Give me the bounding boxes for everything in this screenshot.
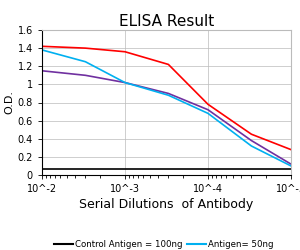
X-axis label: Serial Dilutions  of Antibody: Serial Dilutions of Antibody [80,198,254,211]
Y-axis label: O.D.: O.D. [5,90,15,114]
Legend: Control Antigen = 100ng, Antigen= 10ng, Antigen= 50ng, Antigen= 100ng: Control Antigen = 100ng, Antigen= 10ng, … [54,240,279,250]
Title: ELISA Result: ELISA Result [119,14,214,29]
